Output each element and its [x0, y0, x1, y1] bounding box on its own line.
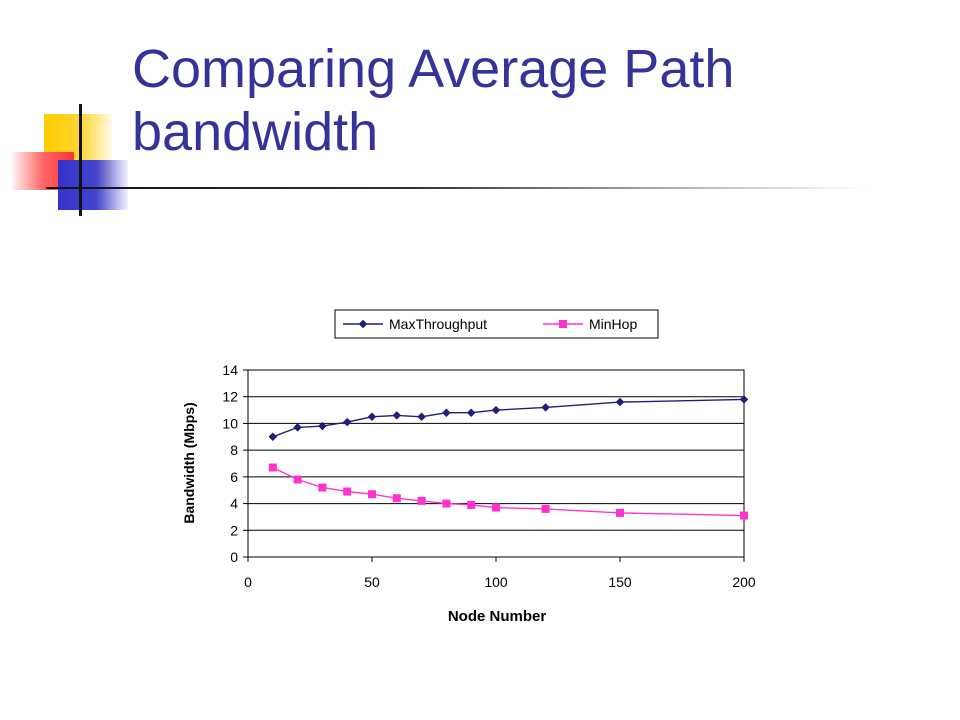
x-axis-label: Node Number: [448, 608, 547, 625]
x-tick-label: 100: [484, 574, 508, 590]
data-point-maxthroughput: [615, 397, 625, 407]
slide-title: Comparing Average Path bandwidth: [132, 39, 735, 162]
data-point-minhop: [343, 487, 352, 496]
series-maxthroughput: [268, 395, 749, 442]
legend-swatch-marker: [559, 320, 567, 328]
data-point-minhop: [293, 475, 302, 484]
data-point-minhop: [492, 503, 500, 512]
legend-box: [334, 309, 659, 339]
y-tick-label: 12: [222, 389, 238, 405]
data-point-minhop: [740, 511, 748, 520]
data-point-maxthroughput: [342, 417, 352, 427]
legend-label: MaxThroughput: [389, 316, 487, 332]
y-tick-label: 2: [230, 522, 238, 538]
x-tick-label: 150: [608, 574, 632, 590]
decorative-vertical-line: [79, 104, 82, 216]
data-point-maxthroughput: [367, 412, 377, 422]
data-point-maxthroughput: [268, 432, 278, 442]
data-point-maxthroughput: [491, 405, 501, 415]
data-point-maxthroughput: [392, 411, 402, 420]
data-point-minhop: [417, 496, 426, 505]
data-point-maxthroughput: [541, 403, 550, 412]
chart-gridlines: [248, 369, 744, 558]
x-tick-label: 50: [364, 574, 380, 590]
data-point-minhop: [268, 463, 277, 472]
data-point-minhop: [392, 494, 401, 503]
legend-label: MinHop: [589, 316, 637, 332]
series-line-maxthroughput: [272, 398, 745, 438]
y-tick-label: 4: [230, 496, 238, 512]
x-tick-label: 200: [732, 574, 756, 590]
y-tick-label: 0: [230, 549, 238, 565]
y-tick-label: 14: [222, 362, 238, 378]
y-tick-label: 6: [230, 469, 238, 485]
plot-frame: [247, 369, 745, 558]
series-minhop: [268, 463, 748, 520]
x-tick-label: 0: [244, 574, 252, 590]
data-point-maxthroughput: [417, 412, 426, 422]
y-axis-label: Bandwidth (Mbps): [181, 402, 197, 523]
data-point-maxthroughput: [739, 395, 749, 404]
chart-series: [268, 395, 749, 520]
chart-legend: MaxThroughput MinHop: [334, 309, 659, 339]
chart-tick-labels: 0 2 4 6 8 10 12 14 0 50 100 150 200: [222, 362, 755, 590]
data-point-minhop: [467, 500, 476, 509]
data-point-maxthroughput: [318, 421, 327, 431]
title-underline: [46, 187, 866, 189]
data-point-maxthroughput: [466, 408, 476, 418]
data-point-minhop: [368, 490, 376, 499]
y-tick-label: 10: [222, 415, 238, 431]
data-point-minhop: [442, 499, 451, 508]
data-point-minhop: [616, 508, 624, 517]
data-point-minhop: [541, 504, 550, 513]
data-point-minhop: [318, 483, 327, 492]
data-point-maxthroughput: [293, 423, 302, 432]
data-point-maxthroughput: [442, 408, 451, 418]
legend-swatch-marker: [358, 319, 368, 329]
decorative-blue-square: [58, 160, 128, 210]
y-tick-label: 8: [230, 442, 238, 458]
chart-axes: [243, 369, 745, 562]
